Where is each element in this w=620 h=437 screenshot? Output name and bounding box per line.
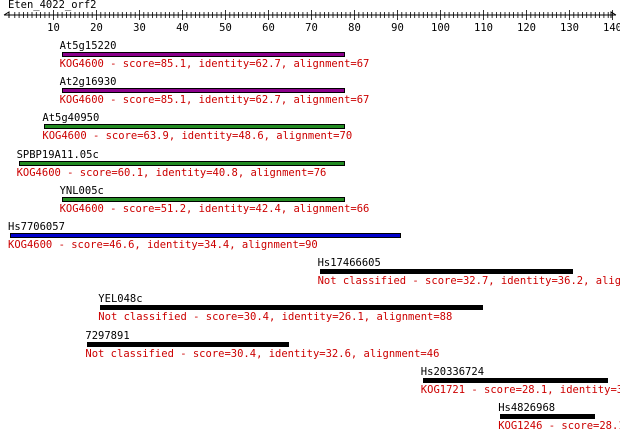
query-name: Eten_4022_orf2 <box>8 0 97 11</box>
ruler-tick-label: 60 <box>262 22 275 34</box>
ruler-tick-label: 140 <box>603 22 620 34</box>
ruler-tick-label: 100 <box>431 22 450 34</box>
hit-name[interactable]: SPBP19A11.05c <box>16 148 99 161</box>
hit-bar[interactable] <box>87 341 290 347</box>
ruler-tick-label: 30 <box>133 22 146 34</box>
hit-bar[interactable] <box>500 414 595 419</box>
ruler-tick-label: 70 <box>305 22 318 34</box>
ruler-right-arrow <box>610 11 617 18</box>
ruler-tick-label: 20 <box>90 22 103 34</box>
hit-bar[interactable] <box>319 269 574 275</box>
hit-name[interactable]: Hs4826968 <box>498 402 556 414</box>
hit-bar[interactable] <box>10 233 402 238</box>
ruler-tick-label: 80 <box>348 22 361 34</box>
hit-bar[interactable] <box>18 160 346 166</box>
hit-name[interactable]: 7297891 <box>85 329 130 342</box>
hit-name[interactable]: Hs20336724 <box>420 365 485 378</box>
hit-description: KOG1246 - score=28.1, i <box>498 420 620 432</box>
hit-description: KOG4600 - score=51.2, identity=42.4, ali… <box>59 202 370 215</box>
ruler-tick-label: 130 <box>560 22 579 34</box>
ruler-tick-label: 40 <box>176 22 189 34</box>
hit-name[interactable]: At5g15220 <box>59 40 117 52</box>
hit-name[interactable]: Hs17466605 <box>317 257 381 270</box>
hit-description: KOG4600 - score=85.1, identity=62.7, ali… <box>59 58 370 70</box>
hit-description: Not classified - score=30.4, identity=26… <box>98 311 453 324</box>
hit-bar[interactable] <box>61 196 346 202</box>
hit-description: KOG4600 - score=60.1, identity=40.8, ali… <box>16 166 327 179</box>
hit-bar[interactable] <box>100 305 483 311</box>
hit-description: KOG4600 - score=46.6, identity=34.4, ali… <box>8 239 318 251</box>
hit-name[interactable]: YNL005c <box>59 184 104 197</box>
sequence-ruler: 10 20 30 40 50 60 70 80 90 100 110 120 130 140 <box>3 10 620 34</box>
hit-bar[interactable] <box>44 124 346 130</box>
hit-bar[interactable] <box>422 377 608 383</box>
hit-description: Not classified - score=32.7, identity=36… <box>317 275 620 288</box>
hit-description: KOG1721 - score=28.1, identity=32 <box>420 383 620 396</box>
hit-description: Not classified - score=30.4, identity=32… <box>85 347 440 360</box>
hit-name[interactable]: Hs7706057 <box>8 221 65 233</box>
hit-bar[interactable] <box>61 52 346 57</box>
ruler-left-arrow <box>3 11 10 18</box>
ruler-tick-label: 90 <box>391 22 404 34</box>
ruler-tick-label: 10 <box>47 22 60 34</box>
ruler-tick-label: 50 <box>219 22 232 34</box>
ruler-tick-label: 110 <box>474 22 493 34</box>
ruler-tick-label: 120 <box>517 22 536 34</box>
hit-name[interactable]: At5g40950 <box>42 112 100 125</box>
hit-bar[interactable] <box>61 88 346 94</box>
hit-description: KOG4600 - score=85.1, identity=62.7, ali… <box>59 94 370 107</box>
hit-description: KOG4600 - score=63.9, identity=48.6, ali… <box>42 130 353 143</box>
hit-name[interactable]: At2g16930 <box>59 76 117 89</box>
hit-name[interactable]: YEL048c <box>98 293 143 306</box>
